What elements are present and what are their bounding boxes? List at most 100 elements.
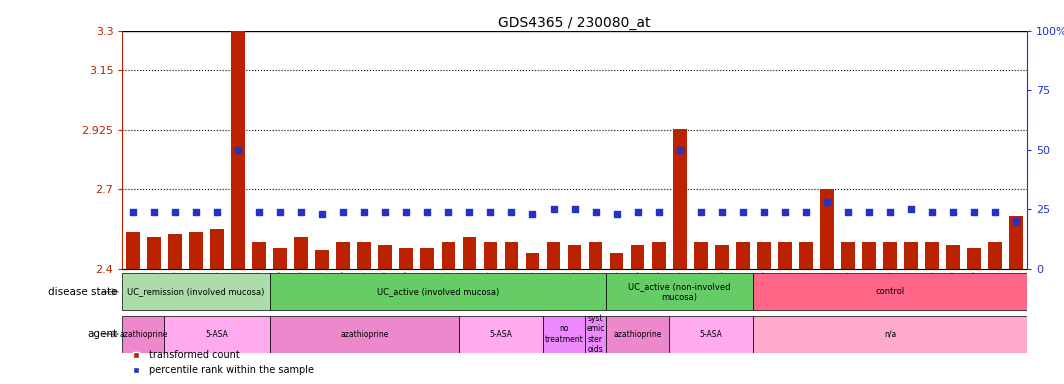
Bar [606, 273, 753, 310]
Bar [442, 242, 455, 269]
Bar [379, 245, 393, 269]
Bar [504, 242, 518, 269]
Bar [946, 245, 960, 269]
Point [818, 199, 835, 205]
Bar [358, 242, 371, 269]
Point [839, 209, 857, 215]
Bar [606, 316, 669, 353]
Bar [799, 242, 813, 269]
Bar [967, 248, 981, 269]
Text: 5-ASA: 5-ASA [205, 329, 229, 339]
Text: UC_active (involved mucosa): UC_active (involved mucosa) [377, 287, 499, 296]
Legend: transformed count, percentile rank within the sample: transformed count, percentile rank withi… [128, 346, 317, 379]
Point [713, 209, 730, 215]
Point [187, 209, 204, 215]
Point [986, 209, 1003, 215]
Bar [459, 316, 543, 353]
Point [924, 209, 941, 215]
Point [293, 209, 310, 215]
Text: UC_active (non-involved
mucosa): UC_active (non-involved mucosa) [629, 282, 731, 301]
Bar [168, 234, 182, 269]
Point [902, 206, 919, 212]
Bar [753, 273, 1027, 310]
Point [250, 209, 267, 215]
Bar [269, 273, 606, 310]
Bar [269, 316, 459, 353]
Point [355, 209, 372, 215]
Bar [147, 237, 161, 269]
Point [545, 206, 562, 212]
Bar [736, 242, 750, 269]
Point [882, 209, 899, 215]
Text: azathioprine: azathioprine [119, 329, 168, 339]
Bar [543, 316, 585, 353]
Bar [231, 31, 245, 269]
Title: GDS4365 / 230080_at: GDS4365 / 230080_at [498, 16, 651, 30]
Text: agent: agent [87, 329, 117, 339]
Text: disease state: disease state [48, 287, 117, 297]
Bar [883, 242, 897, 269]
Point [966, 209, 983, 215]
Bar [820, 189, 834, 269]
Point [693, 209, 710, 215]
Point [1008, 218, 1025, 224]
Bar [484, 242, 497, 269]
Bar [568, 245, 581, 269]
Bar [189, 232, 203, 269]
Bar [122, 273, 269, 310]
Point [166, 209, 183, 215]
Point [945, 209, 962, 215]
Bar [652, 242, 665, 269]
Point [271, 209, 288, 215]
Bar [399, 248, 413, 269]
Point [523, 211, 541, 217]
Point [461, 209, 478, 215]
Point [209, 209, 226, 215]
Point [439, 209, 456, 215]
Text: syst
emic
ster
oids: syst emic ster oids [586, 314, 604, 354]
Text: azathioprine: azathioprine [614, 329, 662, 339]
Bar [547, 242, 561, 269]
Point [671, 147, 688, 153]
Bar [273, 248, 287, 269]
Point [419, 209, 436, 215]
Bar [526, 253, 539, 269]
Bar [126, 232, 139, 269]
Bar [165, 316, 269, 353]
Point [777, 209, 794, 215]
Bar [122, 316, 165, 353]
Bar [336, 242, 350, 269]
Text: n/a: n/a [884, 329, 896, 339]
Bar [694, 242, 708, 269]
Bar [315, 250, 329, 269]
Bar [753, 316, 1027, 353]
Point [124, 209, 142, 215]
Bar [988, 242, 1002, 269]
Bar [252, 242, 266, 269]
Point [861, 209, 878, 215]
Bar [295, 237, 307, 269]
Bar [631, 245, 645, 269]
Point [629, 209, 646, 215]
Bar [211, 229, 223, 269]
Point [230, 147, 247, 153]
Text: azathioprine: azathioprine [340, 329, 388, 339]
Text: 5-ASA: 5-ASA [700, 329, 722, 339]
Bar [588, 242, 602, 269]
Text: no
treatment: no treatment [545, 324, 583, 344]
Text: control: control [876, 287, 904, 296]
Point [566, 206, 583, 212]
Point [398, 209, 415, 215]
Point [587, 209, 604, 215]
Point [377, 209, 394, 215]
Point [755, 209, 772, 215]
Point [335, 209, 352, 215]
Bar [610, 253, 624, 269]
Point [609, 211, 626, 217]
Bar [1010, 216, 1024, 269]
Bar [778, 242, 792, 269]
Point [482, 209, 499, 215]
Bar [904, 242, 918, 269]
Bar [669, 316, 753, 353]
Point [797, 209, 814, 215]
